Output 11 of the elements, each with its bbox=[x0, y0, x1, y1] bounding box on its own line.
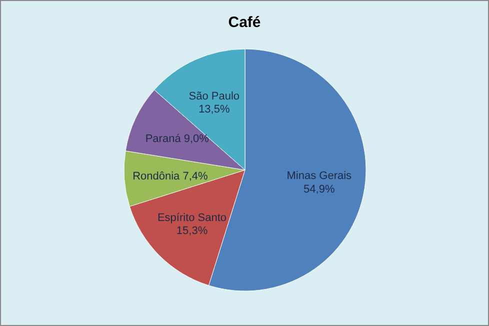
data-label: 54,9% bbox=[304, 183, 335, 196]
slice-label: Minas Gerais bbox=[286, 170, 352, 182]
slice-label: São Paulo bbox=[188, 90, 240, 102]
slice-label: Espírito Santo bbox=[157, 212, 227, 224]
data-label: 7,4% bbox=[182, 170, 208, 182]
data-label: 15,3% bbox=[176, 225, 208, 238]
data-label: 9,0% bbox=[184, 132, 209, 145]
data-label: 13,5% bbox=[198, 104, 230, 116]
slice-label: Paraná bbox=[145, 132, 181, 145]
slice-label: Rondônia bbox=[132, 170, 180, 182]
chart-title: Café bbox=[228, 14, 261, 31]
